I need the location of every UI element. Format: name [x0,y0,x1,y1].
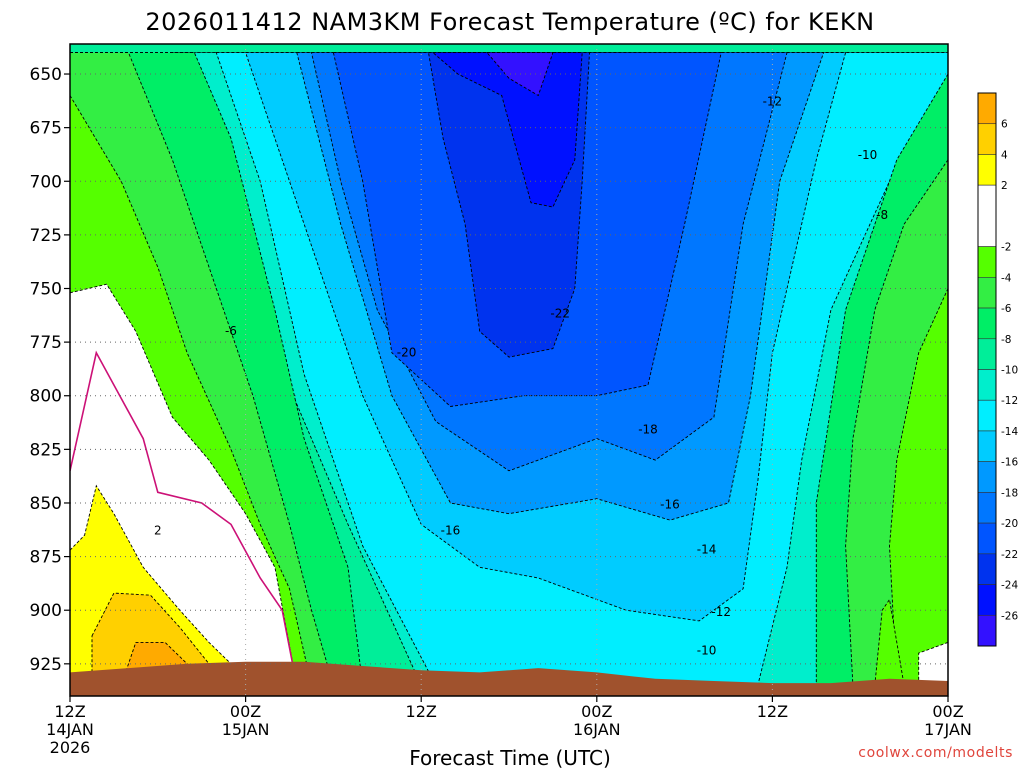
colorbar-bin [977,154,997,186]
x-tick-label: 15JAN [222,720,270,739]
x-tick-label: 14JAN [46,720,94,739]
colorbar-label: -16 [1001,457,1018,469]
colorbar-bin [977,369,997,401]
colorbar-label: -8 [1001,334,1011,346]
x-tick-label: 00Z [932,702,963,721]
temperature-band [486,52,554,97]
colorbar-bin [977,399,997,432]
contour-label: -12 [711,605,731,619]
colorbar-frame [977,92,997,647]
x-tick-label: 00Z [230,702,261,721]
colorbar-bin [977,553,997,585]
colorbar-bin [977,584,997,616]
colorbar-label: -12 [1001,395,1018,407]
colorbar: 6 4 2 -2 -4 -6 -8 -10 -12 -14 -16 -18 -20 -22 -24 -26 [977,92,1018,647]
colorbar-label: -6 [1001,303,1012,315]
colorbar-label: 6 [1001,119,1008,131]
colorbar-label: -18 [1001,487,1018,499]
y-tick-label: 650 [30,65,62,85]
contour-label: -14 [697,543,717,557]
chart-title: 2026011412 NAM3KM Forecast Temperature (… [145,8,874,36]
y-tick-label: 875 [30,548,62,568]
y-tick-label: 700 [30,172,62,192]
plot-frame [69,43,949,697]
y-tick-label: 675 [30,119,62,139]
colorbar-bin [977,246,997,278]
temperature-band [431,52,583,208]
colorbar-label: 2 [1001,180,1008,192]
x-tick-label: 12Z [54,702,85,721]
contour-label: 2 [154,523,162,537]
colorbar-bin [977,614,997,647]
colorbar-label: -22 [1001,549,1018,561]
contour-label: -20 [397,345,417,359]
contour-label: -10 [858,148,878,162]
y-tick-label: 750 [30,280,62,300]
colorbar-bin [977,461,997,493]
colorbar-bin [977,307,997,340]
temperature-band [918,641,948,686]
contour-label: -16 [441,523,461,537]
temperature-field [70,44,948,696]
contour-label: -18 [638,423,658,437]
y-tick-label: 925 [30,655,62,675]
x-tick-label: 00Z [581,702,612,721]
colorbar-bin [977,430,997,462]
colorbar-bin [977,277,997,309]
contour-label: -10 [697,643,717,657]
colorbar-bin [977,92,997,125]
colorbar-label: 4 [1001,149,1008,161]
colorbar-label: -26 [1001,610,1018,622]
y-tick-label: 900 [30,601,62,621]
x-axis-label: Forecast Time (UTC) [409,746,611,768]
contour-label: -16 [660,498,680,512]
contour-label: -22 [550,307,570,321]
ground-terrain [70,661,948,696]
colorbar-bin [977,492,997,524]
y-axis: 650 675 700 725 750 775 800 825 850 875 900 925 [30,65,70,675]
colorbar-bin [977,338,997,370]
plot-area: -12 -10 -8 -6 -20 -22 -18 -16 -16 -14 -12 -10 2 [69,43,949,697]
temperature-band [889,288,948,686]
contour-label: -8 [876,208,888,222]
colorbar-label: -24 [1001,580,1018,592]
colorbar-bin [977,123,997,155]
y-tick-label: 775 [30,333,62,353]
x-tick-label: 12Z [406,702,437,721]
y-tick-label: 825 [30,440,62,460]
x-tick-label: 17JAN [924,720,972,739]
colorbar-bin [977,522,997,555]
freezing-level-line [70,350,298,686]
y-tick-label: 725 [30,226,62,246]
contour-label: -6 [225,324,237,338]
contour-label: -12 [763,94,783,108]
colorbar-bin [977,184,997,247]
x-tick-label: 2026 [50,738,91,757]
colorbar-label: -10 [1001,365,1018,377]
x-tick-label: 12Z [757,702,788,721]
x-tick-label: 16JAN [573,720,621,739]
y-tick-label: 800 [30,387,62,407]
colorbar-label: -2 [1001,242,1011,254]
credit-text: coolwx.com/modelts [858,745,1013,761]
colorbar-label: -20 [1001,518,1018,530]
colorbar-label: -4 [1001,272,1012,284]
y-tick-label: 850 [30,494,62,514]
colorbar-label: -14 [1001,426,1018,438]
